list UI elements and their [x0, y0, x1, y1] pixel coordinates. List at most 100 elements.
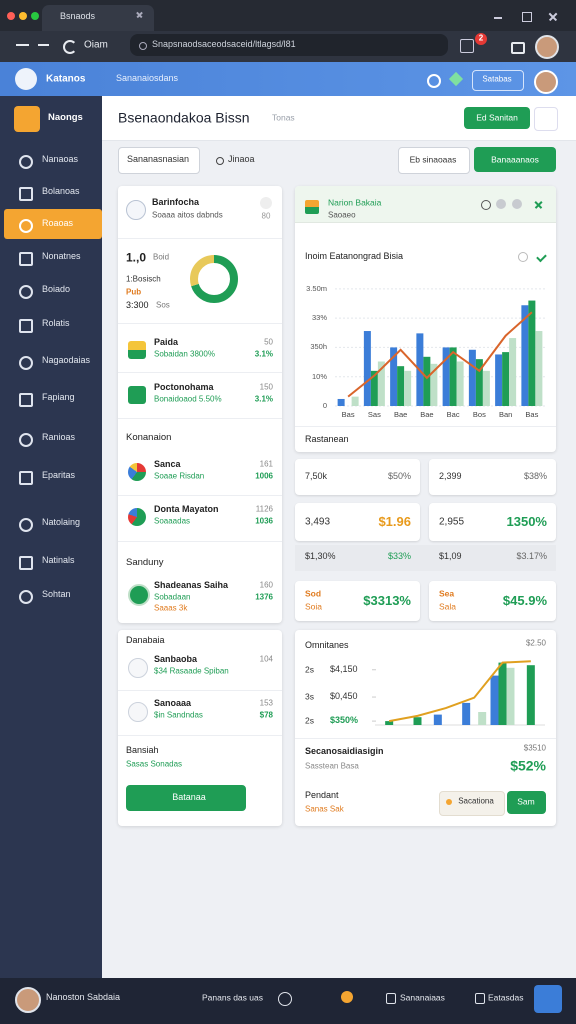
stat-label: 7,50k: [305, 471, 328, 482]
section-band: [118, 418, 282, 459]
sidebar-item[interactable]: Nanaoas: [42, 154, 79, 165]
lock-icon[interactable]: [511, 42, 525, 54]
primary-button-label[interactable]: Ed Sanitan: [476, 112, 518, 123]
sidebar-item[interactable]: Ranioas: [42, 432, 76, 443]
x-tick-label: Bos: [472, 409, 486, 419]
primary-button[interactable]: [464, 107, 530, 129]
bottom-icon[interactable]: [386, 993, 396, 1004]
sidebar-item[interactable]: Natolaing: [42, 517, 81, 528]
url: Snapsnaodsaceodsaceid/ltlagsd/l81: [152, 39, 296, 50]
stat-label: Boid: [153, 252, 170, 262]
tab-label[interactable]: Jinaoa: [228, 154, 255, 165]
y-tick-label: 10%: [311, 371, 327, 381]
sidebar-item[interactable]: Nagaodaias: [42, 355, 91, 366]
bottom-link[interactable]: Eatasdas: [488, 992, 524, 1003]
sidebar-item[interactable]: Rolatis: [42, 318, 70, 329]
divider: [118, 372, 282, 373]
window-dot: [7, 12, 15, 20]
forward-button[interactable]: [38, 44, 49, 46]
y-tick-prefix: 2s: [305, 715, 314, 726]
sidebar-icon: [19, 219, 33, 233]
address-bar[interactable]: [130, 34, 448, 56]
details-button-label[interactable]: Batanaa: [172, 792, 206, 803]
details-footer-title: Bansiah: [126, 745, 159, 756]
row-top: 153: [259, 698, 273, 708]
bottom-icon: [278, 992, 292, 1006]
y-tick-label: $350%: [330, 715, 359, 726]
pending-title: Pendant: [305, 790, 339, 801]
bottom-user: Nanoston Sabdaia: [46, 992, 121, 1003]
sidebar-item[interactable]: Sohtan: [42, 589, 71, 600]
y-tick-label: 350h: [310, 342, 327, 352]
stat-value: $3.17%: [516, 551, 547, 562]
row-subtitle: $34 Rasaade Spiban: [154, 666, 229, 676]
stat-value: 3:300: [126, 300, 149, 311]
sidebar-top-icon: [14, 106, 40, 132]
filter-button[interactable]: [398, 147, 470, 174]
x-tick-label: Sas: [367, 409, 381, 419]
bottom-action[interactable]: [534, 985, 562, 1013]
stat-label: $1,09: [439, 551, 462, 562]
green-button[interactable]: [507, 791, 546, 814]
filter-button-label[interactable]: Eb sinaoaas: [409, 154, 457, 165]
details-button[interactable]: [126, 785, 246, 811]
stat-cell: [429, 581, 556, 621]
tab-label[interactable]: Sananasnasian: [126, 154, 190, 165]
header-button[interactable]: [472, 70, 524, 91]
action-button-label[interactable]: Banaaanaos: [491, 154, 539, 165]
window-dot: [19, 12, 27, 20]
tab[interactable]: [118, 147, 200, 174]
trend-footer: Rastanean: [305, 434, 349, 445]
bottom-icon[interactable]: [475, 993, 485, 1004]
sidebar-item[interactable]: Fapiang: [42, 392, 75, 403]
row-bottom: 3.1%: [254, 394, 273, 404]
extension-icon[interactable]: [460, 39, 474, 53]
brand-name: Katanos: [46, 73, 86, 85]
revenue-title: Omnitanes: [305, 640, 349, 651]
y-tick-prefix: 3s: [305, 691, 314, 702]
green-button-label[interactable]: Sam: [517, 796, 535, 807]
sidebar-item[interactable]: Nonatnes: [42, 251, 81, 262]
sidebar-item[interactable]: Bolanoas: [42, 186, 80, 197]
bottom-link[interactable]: Sananaiaas: [400, 992, 445, 1003]
row-title: Paida: [154, 337, 179, 348]
sidebar-item[interactable]: Boiado: [42, 284, 71, 295]
y-tick-label: $4,150: [330, 663, 358, 674]
sidebar-item[interactable]: Roaoas: [42, 218, 74, 229]
stat-cell: [295, 459, 420, 495]
maximize[interactable]: [522, 12, 532, 22]
window-dot: [31, 12, 39, 20]
card-action: [496, 199, 506, 209]
secondary-button-label[interactable]: Sacationa: [458, 796, 494, 806]
divider: [295, 738, 556, 739]
x-tick-label: Bae: [393, 409, 408, 419]
divider: [118, 690, 282, 691]
sidebar-item[interactable]: Natinals: [42, 555, 75, 566]
action-button[interactable]: [474, 147, 556, 172]
stat-label: 2,399: [439, 471, 462, 482]
revenue-summary-value: $52%: [510, 757, 546, 774]
stat-label: $1,30%: [305, 551, 336, 562]
check-button[interactable]: [534, 107, 558, 131]
sidebar: [0, 96, 102, 978]
stat-label: Sod: [305, 588, 322, 599]
row-icon: [128, 702, 148, 722]
divider: [118, 323, 282, 324]
row-bottom: 3.1%: [254, 349, 273, 359]
stat-cell: [429, 503, 556, 541]
sidebar-item[interactable]: Eparitas: [42, 470, 76, 481]
stat-label: Sos: [156, 300, 170, 310]
minimize[interactable]: [494, 17, 502, 19]
sidebar-icon: [19, 518, 33, 532]
stat-value: 1.,0: [126, 250, 147, 265]
row-title: Donta Mayaton: [154, 504, 219, 515]
header-icon: [427, 74, 441, 88]
stat-value: $38%: [523, 471, 547, 482]
sidebar-icon: [19, 285, 33, 299]
y-tick-prefix: 2s: [305, 664, 314, 675]
browser-tab[interactable]: [42, 5, 154, 31]
summary-badge: 80: [261, 211, 271, 221]
back-button[interactable]: [16, 44, 29, 46]
row-icon: [128, 386, 146, 404]
